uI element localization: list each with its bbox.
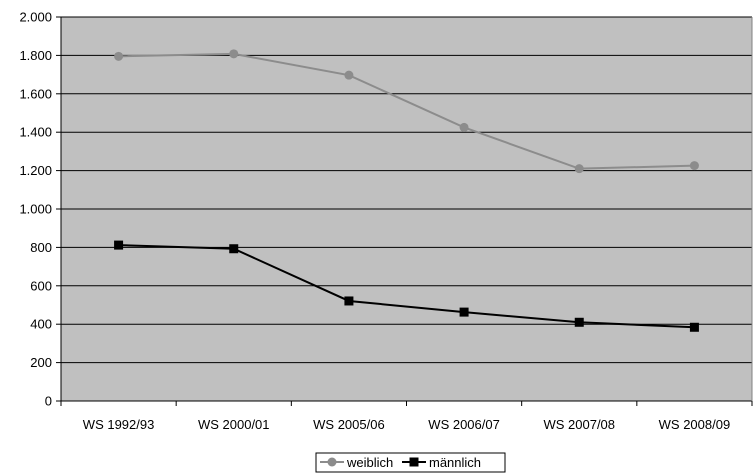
data-point-weiblich — [229, 49, 239, 59]
data-point-maennlich — [229, 244, 239, 254]
y-tick-label: 2.000 — [19, 10, 52, 25]
y-axis-ticks: 0 200 400 600 800 1.000 1.200 1.400 1.600 1.800 2.… — [19, 10, 61, 409]
data-point-weiblich — [344, 70, 354, 80]
y-tick-label: 1.000 — [19, 202, 52, 217]
x-tick-label: WS 2000/01 — [198, 417, 270, 432]
data-point-maennlich — [689, 322, 699, 332]
x-tick-label: WS 2007/08 — [543, 417, 615, 432]
y-tick-label: 1.800 — [19, 48, 52, 63]
y-tick-label: 0 — [45, 394, 52, 409]
y-tick-label: 800 — [30, 240, 52, 255]
y-tick-label: 1.400 — [19, 125, 52, 140]
y-tick-label: 400 — [30, 317, 52, 332]
legend-marker-weiblich — [327, 457, 337, 467]
legend: weiblich männlich — [315, 452, 506, 473]
data-point-weiblich — [114, 51, 124, 61]
data-point-maennlich — [574, 317, 584, 327]
legend-item-weiblich: weiblich — [320, 455, 393, 470]
y-tick-label: 1.600 — [19, 86, 52, 101]
series-line-weiblich — [118, 52, 695, 170]
series-group — [114, 49, 699, 332]
y-tick-label: 200 — [30, 355, 52, 370]
x-tick-label: WS 2008/09 — [659, 417, 731, 432]
data-point-maennlich — [459, 307, 469, 317]
y-tick-label: 1.200 — [19, 163, 52, 178]
series-line-maennlich — [118, 244, 695, 329]
x-tick-label: WS 1992/93 — [83, 417, 155, 432]
data-point-weiblich — [459, 122, 469, 132]
data-point-weiblich — [689, 161, 699, 171]
data-point-weiblich — [574, 164, 584, 174]
x-axis-ticks: WS 1992/93 WS 2000/01 WS 2005/06 WS 2006/07… — [60, 401, 753, 432]
data-point-maennlich — [114, 240, 124, 250]
y-tick-label: 600 — [30, 278, 52, 293]
x-tick-label: WS 2005/06 — [313, 417, 385, 432]
legend-label-weiblich: weiblich — [346, 455, 393, 470]
legend-label-maennlich: männlich — [429, 455, 481, 470]
data-point-maennlich — [344, 296, 354, 306]
legend-marker-maennlich — [409, 457, 419, 467]
x-tick-label: WS 2006/07 — [428, 417, 500, 432]
legend-item-maennlich: männlich — [402, 455, 481, 470]
